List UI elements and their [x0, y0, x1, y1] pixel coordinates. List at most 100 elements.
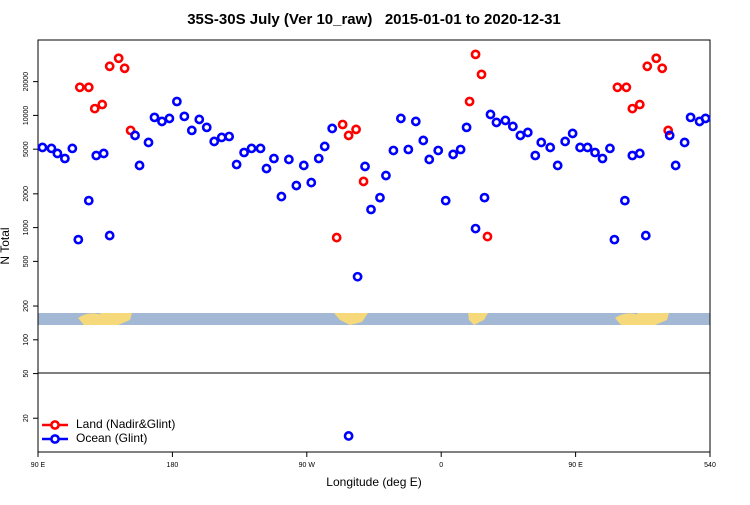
data-point — [104, 61, 115, 72]
data-point — [597, 153, 608, 164]
data-point — [590, 147, 600, 158]
data-point — [74, 82, 85, 93]
data-point — [343, 431, 354, 441]
data-point — [612, 82, 623, 93]
x-tick-label: 0 — [439, 462, 443, 469]
data-point — [605, 143, 615, 154]
data-point — [276, 191, 287, 202]
data-point — [104, 230, 115, 241]
x-tick-label: 540 — [704, 462, 716, 469]
data-point — [464, 96, 475, 107]
data-point — [470, 223, 481, 234]
data-point — [171, 96, 182, 107]
data-point — [46, 143, 57, 154]
data-point — [507, 121, 518, 132]
data-point — [366, 204, 376, 215]
data-point — [89, 103, 100, 114]
data-point — [283, 154, 294, 165]
data-point — [500, 115, 511, 126]
data-point — [130, 130, 140, 141]
x-tick-label: 90 E — [31, 462, 46, 469]
data-point — [83, 195, 94, 206]
data-point — [67, 143, 78, 154]
data-point — [536, 137, 547, 148]
data-point — [418, 135, 429, 146]
data-point — [179, 111, 190, 122]
data-point — [410, 116, 421, 127]
data-point — [37, 142, 48, 153]
data-point — [97, 99, 108, 110]
data-point — [545, 142, 556, 153]
data-point — [685, 112, 696, 123]
data-point — [640, 230, 651, 241]
data-point — [134, 160, 145, 171]
data-point — [552, 160, 563, 171]
data-point — [403, 144, 414, 155]
data-point — [255, 143, 266, 154]
data-point — [186, 125, 197, 136]
plot-frame — [37, 39, 711, 453]
data-point — [651, 53, 662, 64]
data-point — [479, 192, 490, 203]
y-tick-label: 1000 — [23, 220, 30, 236]
data-point — [313, 153, 324, 164]
data-point — [491, 117, 502, 128]
land-shape — [468, 313, 488, 325]
data-point — [291, 180, 302, 191]
data-point — [343, 130, 354, 141]
land-shape — [334, 313, 368, 325]
y-tick-label: 50 — [23, 370, 30, 378]
data-point — [621, 82, 632, 93]
data-point — [567, 128, 578, 139]
data-point — [642, 61, 653, 72]
data-point — [530, 150, 541, 161]
data-point — [375, 192, 385, 203]
y-tick-label: 2000 — [23, 186, 30, 202]
data-point — [331, 232, 342, 243]
ocean-band — [38, 313, 710, 325]
data-point — [634, 148, 645, 159]
data-point — [201, 122, 212, 133]
y-tick-label: 200 — [23, 300, 30, 312]
data-point — [327, 123, 338, 134]
x-axis-label: Longitude (deg E) — [326, 475, 421, 489]
legend-label: Land (Nadir&Glint) — [76, 417, 175, 431]
data-point — [657, 63, 668, 74]
data-point — [670, 160, 681, 171]
data-point — [482, 231, 493, 242]
data-point — [83, 82, 94, 93]
data-point — [619, 195, 630, 206]
data-point — [246, 143, 257, 154]
data-point — [239, 147, 249, 158]
legend-label: Ocean (Glint) — [76, 431, 147, 445]
data-point — [395, 113, 406, 124]
data-point — [164, 113, 175, 124]
legend-marker — [50, 434, 60, 444]
data-point — [424, 154, 435, 165]
data-point — [476, 69, 487, 80]
data-point — [663, 125, 674, 136]
data-point — [73, 234, 84, 245]
data-point — [700, 113, 711, 124]
map-strip — [38, 313, 710, 325]
data-point — [388, 145, 399, 156]
data-point — [634, 99, 645, 110]
data-point — [52, 148, 63, 159]
data-point — [231, 159, 242, 170]
chart-title: 35S-30S July (Ver 10_raw) 2015-01-01 to … — [187, 11, 561, 28]
data-point — [59, 153, 70, 164]
data-point — [381, 170, 391, 181]
data-point — [319, 141, 330, 152]
x-tick-label: 90 E — [568, 462, 583, 469]
data-point — [358, 176, 369, 187]
data-point — [440, 195, 451, 206]
data-point — [224, 131, 235, 142]
y-tick-label: 100 — [23, 334, 30, 346]
data-point — [119, 63, 130, 74]
data-point — [582, 142, 593, 153]
data-point — [664, 130, 675, 141]
data-point — [337, 119, 348, 130]
data-point — [485, 109, 496, 120]
data-point — [351, 124, 361, 135]
